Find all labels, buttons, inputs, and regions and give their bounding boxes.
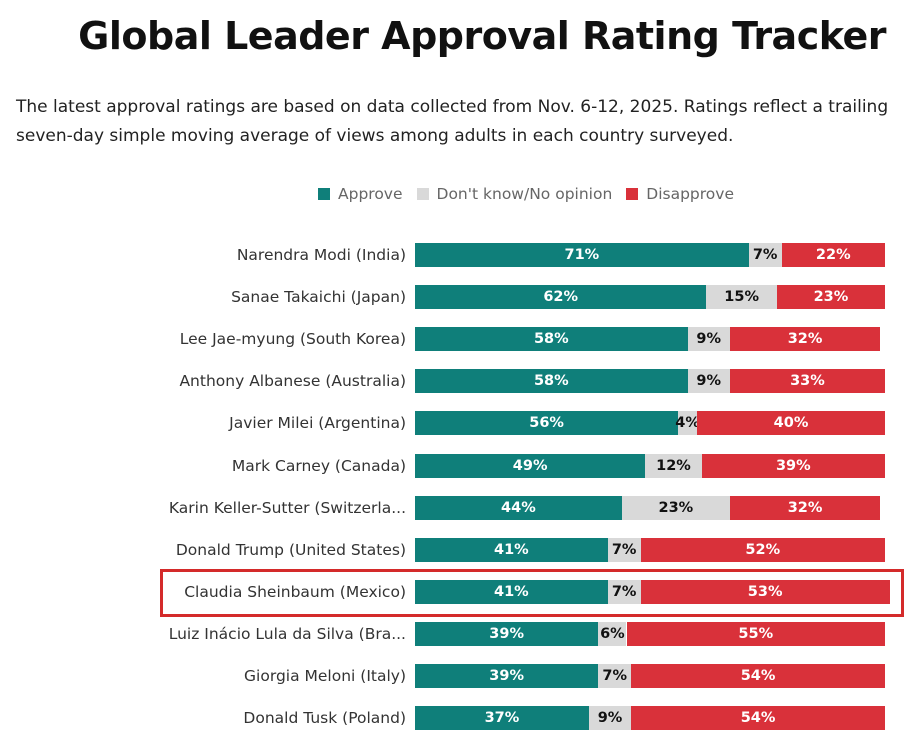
legend-swatch-disapprove — [626, 188, 639, 200]
bar-segment-disapprove[interactable]: 40% — [697, 411, 885, 436]
bar-segment-approve[interactable]: 37% — [415, 706, 589, 731]
approval-stacked-bar-chart: Narendra Modi (India) 71% 7% 22% Sanae Takai… — [0, 232, 922, 752]
legend-item-disapprove[interactable]: Disapprove — [626, 185, 734, 203]
bar-segment-disapprove[interactable]: 32% — [729, 495, 881, 520]
row-label: Luiz Inácio Lula da Silva (Bra... — [168, 624, 406, 643]
bar-segment-disapprove[interactable]: 39% — [701, 453, 885, 478]
bar-segment-disapprove[interactable]: 23% — [776, 285, 885, 310]
bar-segment-neutral[interactable]: 7% — [607, 537, 641, 562]
page-subtitle: The latest approval ratings are based on… — [16, 97, 889, 146]
row-label: Karin Keller-Sutter (Switzerla... — [168, 498, 406, 517]
bar-segment-approve[interactable]: 56% — [415, 411, 679, 436]
legend-label-disapprove: Disapprove — [646, 185, 734, 203]
chart-legend: Approve Don't know/No opinion Disapprove — [318, 185, 748, 203]
legend-label-no-opinion: Don't know/No opinion — [436, 185, 613, 203]
row-label: Giorgia Meloni (Italy) — [244, 667, 406, 685]
row-label: Anthony Albanese (Australia) — [179, 372, 406, 391]
bar-segment-disapprove[interactable]: 22% — [781, 243, 885, 267]
row-label: Narendra Modi (India) — [236, 246, 406, 264]
bar-segment-approve[interactable]: 39% — [415, 664, 599, 688]
row-label: Javier Milei (Argentina) — [229, 414, 406, 433]
bar-segment-approve[interactable]: 58% — [415, 327, 688, 352]
bar-segment-approve[interactable]: 71% — [415, 243, 749, 267]
bar-segment-disapprove[interactable]: 33% — [729, 369, 885, 394]
bar-segment-neutral[interactable]: 7% — [598, 664, 632, 688]
bar-segment-approve[interactable]: 49% — [415, 453, 646, 478]
bar-segment-approve[interactable]: 41% — [415, 579, 608, 604]
bar-segment-disapprove[interactable]: 54% — [631, 664, 885, 688]
bar-segment-neutral[interactable]: 9% — [687, 327, 730, 352]
row-label: Lee Jae-myung (South Korea) — [179, 330, 406, 349]
bar-segment-approve[interactable]: 44% — [415, 495, 622, 520]
bar-segment-neutral[interactable]: 9% — [687, 369, 730, 394]
bar-segment-disapprove[interactable]: 52% — [640, 537, 885, 562]
bar-segment-neutral[interactable]: 7% — [607, 579, 641, 604]
page-title: Global Leader Approval Rating Tracker — [78, 14, 886, 58]
bar-segment-neutral[interactable]: 12% — [645, 453, 702, 478]
row-label: Donald Tusk (Poland) — [243, 709, 406, 728]
bar-segment-disapprove[interactable]: 53% — [640, 579, 890, 604]
bar-segment-approve[interactable]: 41% — [415, 537, 608, 562]
bar-segment-approve[interactable]: 58% — [415, 369, 688, 394]
bar-segment-disapprove[interactable]: 32% — [729, 327, 881, 352]
legend-label-approve: Approve — [338, 185, 403, 203]
bar-segment-neutral[interactable]: 6% — [598, 621, 627, 646]
bar-segment-neutral[interactable]: 9% — [588, 706, 632, 731]
bar-segment-neutral[interactable]: 7% — [748, 243, 782, 267]
row-label: Claudia Sheinbaum (Mexico) — [184, 582, 406, 601]
bar-segment-approve[interactable]: 39% — [415, 621, 599, 646]
bar-segment-approve[interactable]: 62% — [415, 285, 707, 310]
bar-segment-neutral[interactable]: 23% — [621, 495, 730, 520]
row-label: Donald Trump (United States) — [175, 540, 406, 559]
legend-swatch-approve — [318, 188, 330, 200]
bar-segment-neutral[interactable]: 4% — [675, 411, 700, 436]
legend-item-approve[interactable]: Approve — [318, 185, 403, 203]
legend-swatch-no-opinion — [416, 188, 429, 200]
row-label: Sanae Takaichi (Japan) — [231, 288, 406, 307]
bar-segment-neutral[interactable]: 15% — [706, 285, 777, 310]
bar-segment-disapprove[interactable]: 54% — [631, 706, 885, 731]
bar-segment-disapprove[interactable]: 55% — [626, 621, 885, 646]
legend-item-no-opinion[interactable]: Don't know/No opinion — [416, 185, 613, 203]
row-label: Mark Carney (Canada) — [231, 456, 406, 475]
